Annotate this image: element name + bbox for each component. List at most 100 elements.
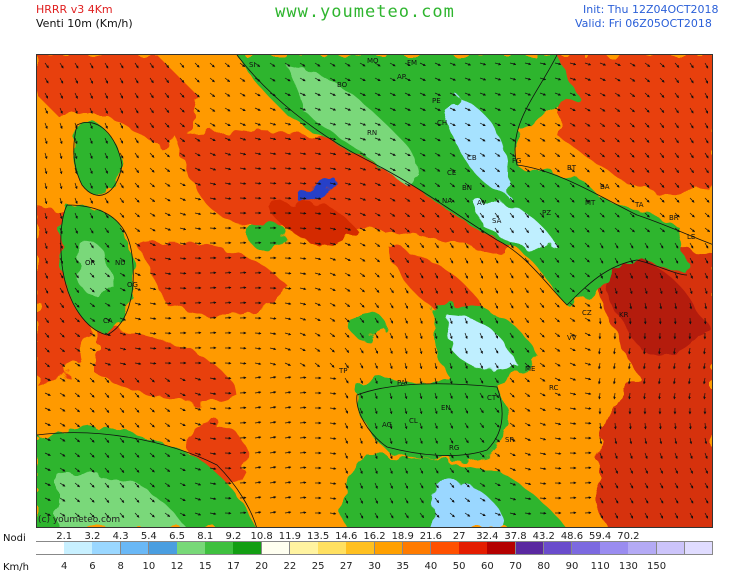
wind-arrow (344, 92, 351, 96)
wind-arrow (89, 407, 95, 413)
wind-arrow (359, 62, 366, 67)
kmh-value: 12 (170, 561, 184, 572)
wind-arrow (644, 152, 650, 158)
city-label: BA (600, 183, 610, 191)
city-label: FG (512, 157, 521, 165)
wind-arrow (509, 287, 514, 294)
wind-arrow (689, 242, 694, 249)
wind-arrow (629, 77, 636, 82)
wind-arrow (44, 227, 48, 235)
wind-arrow (164, 212, 171, 216)
wind-arrow (464, 362, 468, 370)
wind-arrow (658, 392, 661, 400)
wind-arrow (689, 107, 694, 114)
wind-arrow (74, 242, 79, 249)
wind-arrow (659, 212, 665, 218)
wind-arrow (599, 62, 607, 66)
wind-arrow (359, 347, 364, 354)
city-label: SI (249, 61, 256, 69)
wind-arrow (89, 62, 94, 69)
wind-arrow (524, 212, 530, 218)
wind-arrow (434, 242, 439, 249)
wind-arrow (673, 362, 676, 370)
wind-arrow (404, 107, 411, 111)
wind-arrow (434, 362, 438, 370)
init-time: Init: Thu 12Z04OCT2018 (583, 3, 719, 16)
wind-arrow (673, 347, 676, 355)
wind-arrow (119, 122, 124, 129)
wind-arrow (494, 92, 502, 96)
wind-arrow (569, 62, 577, 66)
wind-arrow (179, 392, 186, 397)
wind-arrow (194, 377, 202, 381)
wind-arrow (164, 167, 171, 172)
wind-arrow (314, 92, 321, 96)
wind-arrow (599, 302, 603, 310)
wind-arrow (59, 257, 64, 264)
wind-arrow (149, 332, 157, 335)
wind-arrow (164, 107, 170, 113)
wind-arrow (269, 167, 277, 170)
legend-swatch (600, 541, 629, 555)
wind-arrow (314, 287, 322, 291)
wind-arrow (299, 62, 306, 67)
wind-arrow (404, 197, 411, 202)
wind-arrow (509, 152, 516, 157)
wind-arrow (284, 287, 292, 290)
wind-arrow (689, 257, 694, 264)
wind-arrow (464, 287, 468, 294)
wind-arrow (554, 377, 561, 382)
wind-arrow (524, 152, 531, 157)
wind-arrow (659, 182, 665, 188)
wind-arrow (584, 392, 592, 396)
wind-arrow (539, 197, 545, 203)
wind-arrow (209, 212, 217, 215)
wind-arrow (89, 347, 96, 352)
wind-arrow (299, 391, 307, 395)
wind-arrow (134, 272, 141, 276)
wind-arrow (614, 137, 620, 143)
wind-arrow (269, 152, 277, 156)
wind-arrow (374, 62, 381, 67)
wind-arrow (149, 92, 154, 99)
wind-arrow (524, 272, 529, 279)
wind-arrow (374, 257, 380, 263)
wind-arrow (329, 62, 336, 67)
wind-arrow (599, 167, 605, 173)
wind-arrow (284, 152, 292, 156)
wind-arrow (449, 227, 454, 234)
wind-arrow (134, 332, 142, 336)
city-label: RN (367, 129, 377, 137)
city-label: CL (409, 417, 418, 425)
wind-arrow (149, 392, 155, 398)
wind-arrow (194, 137, 201, 142)
wind-arrow (44, 182, 48, 190)
wind-arrow (584, 317, 591, 322)
legend-swatch (543, 541, 573, 555)
wind-arrow (59, 107, 63, 114)
wind-arrow (494, 77, 502, 81)
wind-arrow (479, 167, 486, 173)
wind-arrow (674, 182, 680, 188)
wind-arrow (479, 92, 487, 96)
wind-arrow (284, 317, 292, 321)
wind-arrow (149, 212, 156, 217)
wind-arrow (539, 167, 545, 173)
wind-arrow (164, 227, 172, 231)
wind-arrow (59, 377, 66, 382)
wind-arrow (554, 107, 561, 111)
wind-arrow (584, 107, 591, 112)
wind-arrow (509, 182, 515, 188)
wind-arrow (629, 137, 635, 143)
wind-arrow (209, 377, 217, 381)
wind-arrow (524, 392, 531, 397)
nodi-value: 59.4 (589, 531, 612, 542)
color-scale (36, 541, 714, 555)
nodi-value: 21.6 (419, 531, 443, 542)
wind-arrow (659, 137, 664, 144)
city-label: AP (397, 73, 406, 81)
wind-arrow (509, 212, 515, 219)
wind-arrow (419, 212, 425, 218)
wind-arrow (674, 92, 679, 99)
wind-arrow (524, 287, 529, 294)
